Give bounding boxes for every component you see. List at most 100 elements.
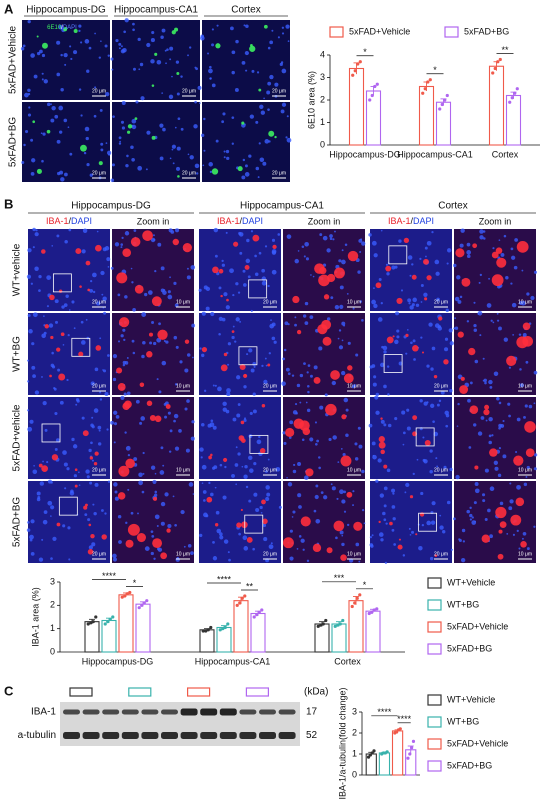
nucleus (156, 59, 162, 65)
nucleus (230, 26, 234, 31)
nucleus (234, 87, 239, 92)
nucleus (165, 62, 167, 65)
nucleus (235, 39, 239, 44)
nucleus (85, 469, 90, 474)
nucleus (41, 72, 44, 75)
nucleus (71, 300, 75, 304)
cell (119, 317, 130, 328)
nucleus (326, 248, 331, 253)
nucleus (158, 390, 162, 394)
nucleus (214, 384, 217, 387)
nucleus (51, 365, 56, 369)
blot-band (259, 709, 276, 715)
nucleus (383, 518, 387, 522)
cell (211, 168, 219, 175)
nucleus (227, 551, 230, 554)
nucleus (125, 445, 131, 451)
nucleus (354, 457, 359, 461)
nucleus (84, 513, 88, 517)
nucleus (157, 242, 162, 247)
nucleus (219, 532, 223, 536)
cell (474, 465, 479, 470)
nucleus (395, 311, 400, 316)
cell (524, 421, 536, 433)
nucleus (402, 431, 406, 435)
nucleus (454, 296, 460, 302)
nucleus (110, 266, 114, 270)
nucleus (405, 352, 408, 355)
nucleus (424, 246, 428, 250)
nucleus (175, 557, 180, 562)
nucleus (201, 482, 204, 484)
nucleus (318, 466, 321, 470)
nucleus (306, 559, 310, 563)
nucleus (147, 290, 153, 295)
zoom-label: Zoom in (137, 216, 170, 226)
data-point (226, 622, 230, 626)
nucleus (409, 274, 412, 277)
nucleus (38, 275, 42, 279)
cell (330, 370, 340, 380)
nucleus (431, 230, 434, 234)
nucleus (296, 383, 301, 388)
nucleus (68, 309, 71, 311)
nucleus (223, 292, 228, 297)
cell (60, 332, 65, 337)
nucleus (172, 162, 175, 165)
nucleus (511, 302, 517, 308)
nucleus (526, 292, 530, 296)
nucleus (361, 509, 365, 512)
nucleus (201, 311, 206, 316)
roi-box (52, 273, 72, 293)
cell (90, 533, 95, 539)
cell (468, 347, 476, 356)
cell (239, 364, 246, 371)
nucleus (200, 456, 203, 459)
nucleus (41, 159, 44, 163)
nucleus (138, 472, 143, 477)
nucleus (423, 292, 428, 297)
nucleus (43, 79, 48, 84)
stain-part: DAPI (71, 216, 92, 226)
cell (491, 274, 504, 287)
nucleus (286, 234, 292, 239)
nucleus (193, 124, 198, 129)
scale-bar-label: 20 μm (92, 467, 106, 473)
nucleus (87, 518, 91, 522)
nucleus (369, 365, 373, 369)
nucleus (190, 551, 194, 555)
nucleus (243, 24, 246, 27)
nucleus (231, 70, 235, 75)
nucleus (211, 83, 216, 88)
micrograph: 20 μm (199, 20, 290, 100)
nucleus (248, 348, 253, 353)
nucleus (295, 411, 298, 415)
nucleus (164, 415, 168, 419)
nucleus (56, 171, 61, 176)
nucleus (104, 44, 108, 48)
nucleus (73, 327, 76, 330)
nucleus (469, 506, 472, 510)
cell (489, 448, 498, 457)
nucleus (315, 484, 319, 488)
nucleus (222, 112, 226, 116)
nucleus (78, 29, 81, 33)
data-point (111, 615, 115, 619)
nucleus (373, 253, 378, 258)
nucleus (260, 110, 266, 115)
nucleus (252, 392, 256, 396)
data-point (440, 102, 444, 107)
nucleus (335, 536, 338, 540)
nucleus (336, 497, 339, 500)
roi-box (418, 512, 438, 532)
scale-bar-label: 20 μm (434, 299, 448, 305)
cell (89, 456, 94, 460)
nucleus (124, 431, 127, 434)
cell (116, 367, 123, 374)
nucleus (201, 422, 205, 427)
nucleus (393, 543, 397, 546)
blot-band (63, 732, 80, 739)
cell (243, 373, 248, 379)
cell (322, 336, 332, 346)
cell (282, 537, 294, 549)
